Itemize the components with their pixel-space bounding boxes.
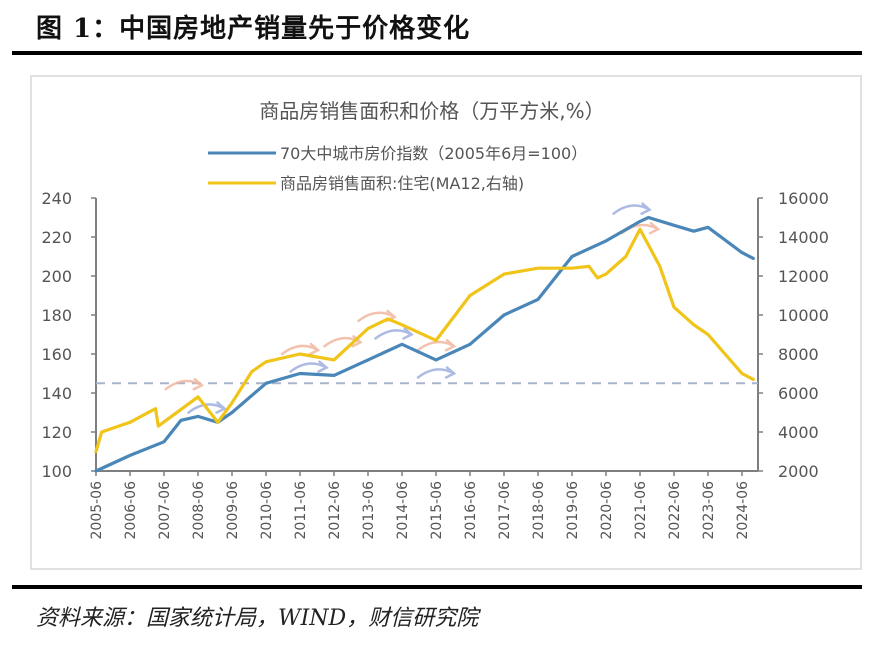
curved-arrow-icon — [416, 338, 457, 352]
annotation-arrows — [164, 202, 661, 414]
curved-arrow-icon — [416, 366, 457, 379]
x-tick-label: 2005-06 — [89, 481, 105, 540]
arrow-head — [215, 401, 227, 414]
left-y-tick-label: 240 — [41, 189, 72, 208]
x-tick-label: 2017-06 — [497, 481, 513, 540]
legend-label-sales-area: 商品房销售面积:住宅(MA12,右轴) — [280, 174, 524, 193]
x-tick-label: 2022-06 — [667, 481, 683, 540]
x-tick-label: 2020-06 — [599, 481, 615, 540]
x-tick-label: 2006-06 — [123, 481, 139, 540]
series-lines — [94, 215, 755, 473]
source-note: 资料来源：国家统计局，WIND，财信研究院 — [36, 606, 479, 631]
curved-arrow-icon — [289, 360, 329, 373]
x-tick-label: 2018-06 — [531, 481, 547, 540]
x-tick-label: 2016-06 — [463, 481, 479, 540]
left-y-tick-label: 220 — [41, 228, 72, 247]
x-tick-label: 2021-06 — [633, 481, 649, 540]
figure-title: 图 1：中国房地产销量先于价格变化 — [36, 14, 471, 44]
left-y-tick-label: 160 — [41, 345, 72, 364]
x-tick-label: 2007-06 — [157, 481, 173, 540]
x-tick-label: 2024-06 — [735, 481, 751, 540]
arrow-head — [640, 202, 652, 215]
curved-arrow-icon — [164, 377, 205, 391]
right-y-tick-label: 10000 — [778, 306, 829, 325]
x-tick-label: 2008-06 — [191, 481, 207, 540]
curved-arrow-icon — [187, 401, 227, 414]
right-y-tick-label: 4000 — [778, 423, 819, 442]
chart-title: 商品房销售面积和价格（万平方米,%） — [259, 99, 604, 123]
legend-label-price-index: 70大中城市房价指数（2005年6月=100） — [280, 144, 587, 163]
x-tick-label: 2023-06 — [701, 481, 717, 540]
x-tick-label: 2012-06 — [327, 481, 343, 540]
x-tick-label: 2019-06 — [565, 481, 581, 540]
x-tick-label: 2015-06 — [429, 481, 445, 540]
chart-frame — [30, 75, 862, 570]
arrow-head — [444, 338, 457, 352]
curved-arrow-icon — [374, 327, 414, 340]
right-y-tick-label: 12000 — [778, 267, 829, 286]
left-y-tick-label: 140 — [41, 384, 72, 403]
right-y-tick-label: 6000 — [778, 384, 819, 403]
arrow-head — [308, 342, 321, 356]
x-tick-label: 2013-06 — [361, 481, 377, 540]
right-y-tick-label: 14000 — [778, 228, 829, 247]
curved-arrow-icon — [612, 202, 652, 215]
legend: 70大中城市房价指数（2005年6月=100） 商品房销售面积:住宅(MA12,… — [208, 144, 587, 193]
arrow-head — [192, 377, 205, 391]
x-tick-label: 2010-06 — [259, 481, 275, 540]
arrow-head — [317, 360, 329, 373]
arrow-head — [648, 221, 661, 235]
left-y-tick-label: 120 — [41, 423, 72, 442]
bottom-rule — [12, 585, 862, 589]
axes: 100 120 140 160 180 200 220 240 2000 4000 6000 8000… — [41, 189, 828, 540]
x-tick-label: 2014-06 — [395, 481, 411, 540]
x-tick-label: 2011-06 — [293, 481, 309, 540]
arrow-head — [402, 327, 414, 340]
right-y-tick-label: 8000 — [778, 345, 819, 364]
left-y-tick-label: 100 — [41, 462, 72, 481]
left-y-tick-label: 200 — [41, 267, 72, 286]
x-tick-label: 2009-06 — [225, 481, 241, 540]
curved-arrow-icon — [280, 342, 321, 356]
top-rule — [12, 51, 862, 55]
arrow-head — [444, 366, 457, 379]
right-y-tick-label: 2000 — [778, 462, 819, 481]
left-y-tick-label: 180 — [41, 306, 72, 325]
right-y-tick-label: 16000 — [778, 189, 829, 208]
